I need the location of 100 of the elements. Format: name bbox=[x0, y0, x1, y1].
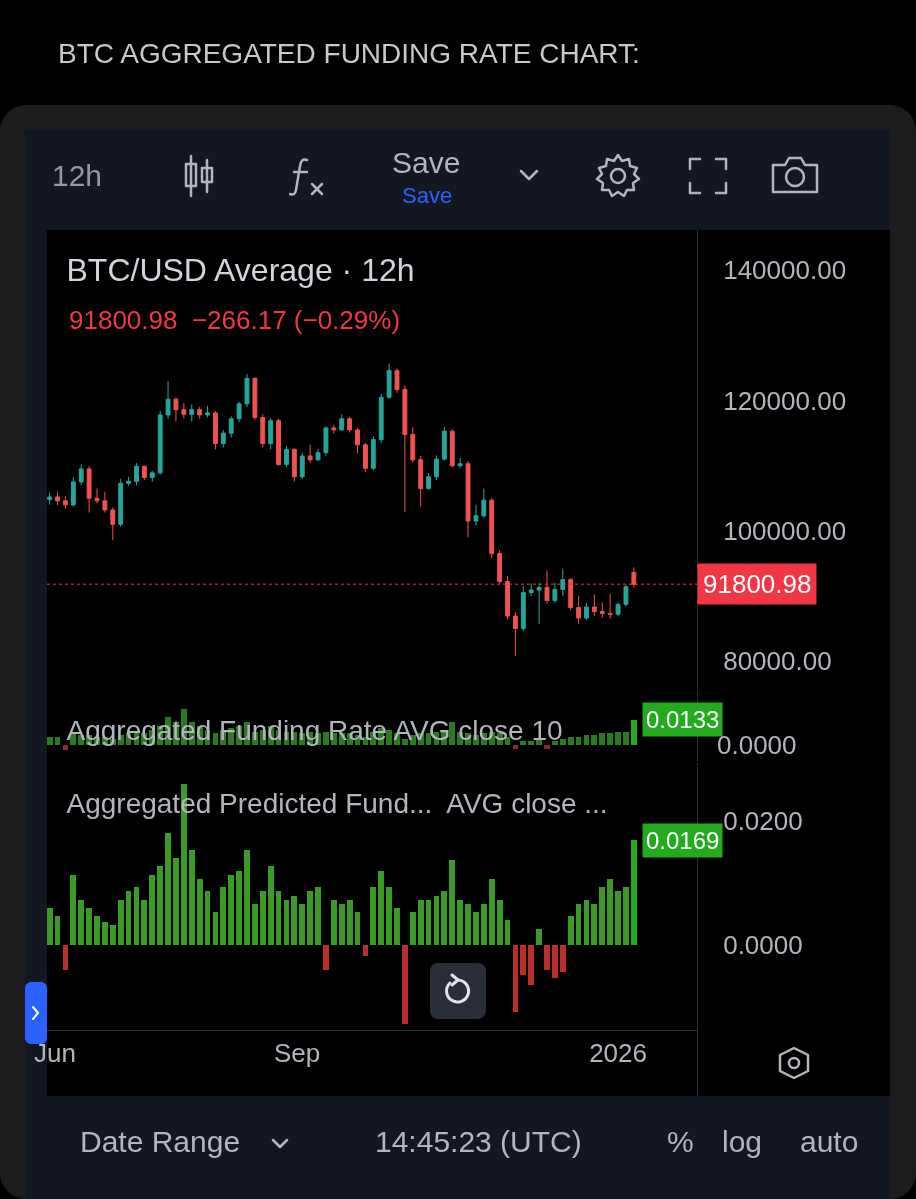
candlestick bbox=[378, 393, 384, 444]
candlestick bbox=[457, 457, 463, 469]
candlestick bbox=[560, 568, 566, 597]
text: Date Range bbox=[80, 1125, 241, 1159]
bar bbox=[307, 891, 314, 946]
candlestick bbox=[110, 506, 116, 541]
candlestick bbox=[386, 362, 392, 400]
candlestick bbox=[402, 385, 408, 513]
candlestick bbox=[173, 396, 179, 422]
candlestick bbox=[426, 472, 432, 491]
annotation: 0.0133 bbox=[646, 706, 720, 733]
candlestick bbox=[568, 577, 574, 611]
candlestick bbox=[134, 462, 139, 486]
bar bbox=[386, 887, 392, 946]
bar bbox=[378, 870, 385, 946]
bar bbox=[552, 740, 558, 745]
candlestick bbox=[47, 491, 53, 506]
candlestick bbox=[141, 465, 147, 481]
bar bbox=[117, 899, 124, 946]
candlestick bbox=[260, 413, 266, 448]
candlestick bbox=[86, 465, 92, 514]
bar bbox=[315, 887, 321, 946]
bar bbox=[536, 928, 542, 946]
bar bbox=[441, 891, 448, 946]
candlestick bbox=[505, 575, 510, 620]
candlestick bbox=[268, 417, 274, 450]
bar bbox=[149, 875, 156, 946]
annotation: 0.0169 bbox=[646, 827, 720, 854]
ref-line-label: 91800.98 bbox=[703, 569, 812, 599]
candlestick bbox=[62, 495, 68, 510]
bar bbox=[457, 899, 464, 946]
text: 12h bbox=[52, 159, 103, 193]
bar bbox=[102, 922, 108, 946]
bar bbox=[544, 744, 550, 749]
candlestick bbox=[473, 504, 479, 527]
bar bbox=[291, 895, 298, 946]
bar bbox=[496, 899, 503, 946]
candlestick bbox=[118, 478, 124, 528]
bar bbox=[409, 912, 416, 946]
candlestick bbox=[212, 410, 218, 450]
candlestick bbox=[576, 595, 582, 625]
text: log bbox=[722, 1125, 763, 1159]
bar bbox=[615, 891, 621, 946]
candlestick bbox=[252, 376, 258, 421]
candlestick bbox=[355, 427, 360, 454]
bar bbox=[196, 878, 203, 946]
bar bbox=[591, 903, 598, 946]
candlestick bbox=[465, 460, 471, 538]
bar bbox=[599, 733, 606, 745]
y-tick-label: 80000.00 bbox=[723, 646, 832, 677]
bar bbox=[552, 945, 558, 979]
bar bbox=[528, 945, 535, 985]
bar bbox=[528, 740, 535, 745]
candlestick bbox=[536, 582, 542, 625]
candlestick bbox=[157, 410, 163, 476]
bar bbox=[544, 945, 550, 971]
candlestick bbox=[228, 415, 234, 439]
bar bbox=[559, 945, 566, 973]
bar bbox=[583, 735, 590, 745]
candlestick bbox=[307, 444, 313, 464]
bar bbox=[473, 912, 479, 946]
bar bbox=[244, 850, 250, 946]
x-tick-label: Sep bbox=[273, 1038, 321, 1069]
bar bbox=[173, 858, 179, 946]
bar bbox=[362, 945, 369, 956]
x-tick-label: 2026 bbox=[589, 1038, 647, 1069]
candlestick bbox=[181, 402, 187, 419]
x-tick-label: Jun bbox=[33, 1038, 76, 1069]
bar bbox=[323, 945, 329, 971]
bar bbox=[567, 737, 574, 745]
candlestick bbox=[552, 582, 558, 604]
bar bbox=[623, 887, 629, 946]
candlestick bbox=[394, 368, 400, 394]
bar bbox=[54, 737, 61, 745]
bar bbox=[417, 899, 424, 946]
candlestick bbox=[434, 454, 439, 481]
candlestick bbox=[299, 452, 305, 480]
bar bbox=[480, 903, 487, 946]
bar bbox=[109, 924, 116, 946]
candlestick bbox=[284, 445, 289, 468]
candlestick bbox=[205, 405, 210, 419]
bar bbox=[236, 870, 242, 946]
text: 91800.98 −266.17 (−0.29%) bbox=[69, 305, 401, 335]
candlestick bbox=[512, 611, 518, 657]
candlestick bbox=[244, 373, 250, 408]
bar bbox=[259, 891, 266, 946]
bar bbox=[47, 908, 53, 946]
bar bbox=[615, 731, 621, 745]
bar bbox=[559, 738, 566, 745]
candlestick bbox=[418, 455, 424, 508]
candlestick bbox=[70, 476, 76, 508]
candlestick bbox=[339, 413, 345, 432]
bar bbox=[488, 878, 495, 946]
bar bbox=[141, 899, 148, 946]
candlestick bbox=[410, 426, 416, 463]
bar bbox=[449, 860, 456, 946]
bar bbox=[465, 903, 471, 946]
bar bbox=[228, 875, 235, 946]
candlestick bbox=[370, 435, 376, 471]
candlestick bbox=[276, 418, 282, 467]
